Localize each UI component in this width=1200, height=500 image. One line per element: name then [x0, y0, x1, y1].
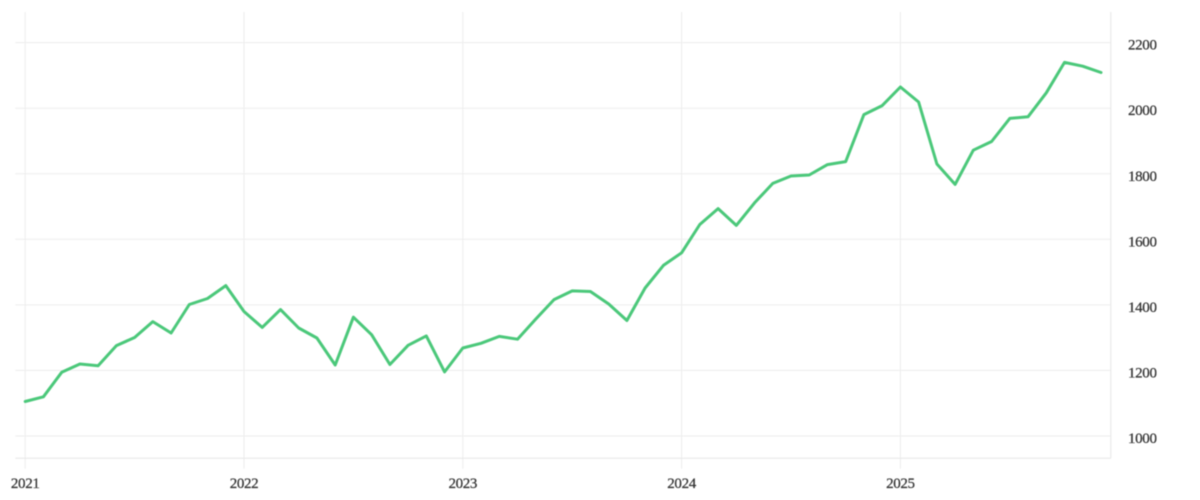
svg-text:1800: 1800 — [1128, 169, 1157, 185]
svg-text:2023: 2023 — [448, 476, 477, 492]
svg-text:1400: 1400 — [1128, 300, 1157, 316]
svg-text:1000: 1000 — [1128, 431, 1157, 447]
svg-text:1600: 1600 — [1128, 234, 1157, 250]
svg-text:2200: 2200 — [1128, 38, 1157, 54]
svg-text:2021: 2021 — [11, 476, 40, 492]
svg-text:2000: 2000 — [1128, 103, 1157, 119]
svg-text:2024: 2024 — [667, 476, 696, 492]
svg-text:2022: 2022 — [230, 476, 259, 492]
svg-text:1200: 1200 — [1128, 365, 1157, 381]
svg-text:2025: 2025 — [886, 476, 915, 492]
